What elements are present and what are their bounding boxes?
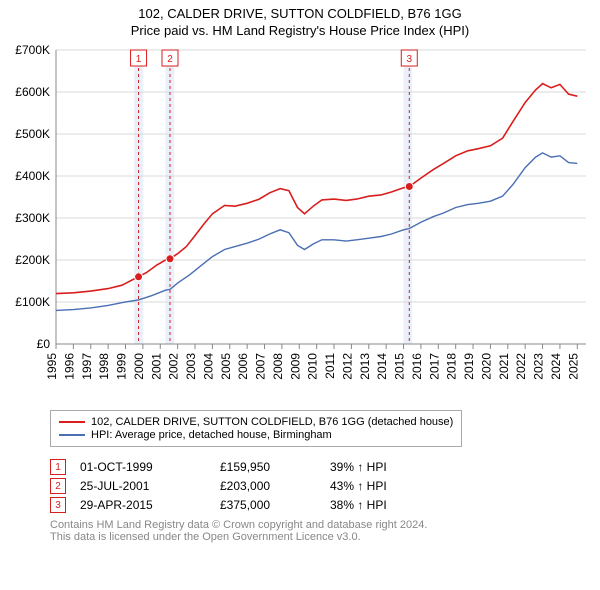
chart-container: 102, CALDER DRIVE, SUTTON COLDFIELD, B76… bbox=[0, 0, 600, 551]
legend: 102, CALDER DRIVE, SUTTON COLDFIELD, B76… bbox=[50, 410, 462, 447]
svg-text:2014: 2014 bbox=[375, 353, 389, 380]
svg-text:£500K: £500K bbox=[15, 127, 50, 141]
svg-text:£200K: £200K bbox=[15, 253, 50, 267]
svg-text:£0: £0 bbox=[37, 337, 51, 351]
title-subtitle: Price paid vs. HM Land Registry's House … bbox=[10, 23, 590, 38]
svg-text:2021: 2021 bbox=[497, 353, 511, 380]
event-price: £159,950 bbox=[220, 460, 330, 474]
svg-text:£400K: £400K bbox=[15, 169, 50, 183]
svg-text:2019: 2019 bbox=[462, 353, 476, 380]
legend-item: HPI: Average price, detached house, Birm… bbox=[59, 429, 453, 441]
svg-text:2020: 2020 bbox=[479, 353, 493, 380]
event-date: 01-OCT-1999 bbox=[80, 460, 220, 474]
svg-text:£700K: £700K bbox=[15, 44, 50, 57]
svg-text:2007: 2007 bbox=[254, 353, 268, 380]
svg-text:2008: 2008 bbox=[271, 353, 285, 380]
event-marker: 2 bbox=[50, 478, 66, 494]
svg-text:1: 1 bbox=[136, 54, 142, 65]
svg-text:2025: 2025 bbox=[566, 353, 580, 380]
event-delta: 39% ↑ HPI bbox=[330, 460, 440, 474]
svg-text:1996: 1996 bbox=[62, 353, 76, 380]
event-date: 29-APR-2015 bbox=[80, 498, 220, 512]
svg-text:2005: 2005 bbox=[219, 353, 233, 380]
svg-text:2017: 2017 bbox=[427, 353, 441, 380]
svg-text:2018: 2018 bbox=[445, 353, 459, 380]
svg-text:2023: 2023 bbox=[532, 353, 546, 380]
svg-text:1999: 1999 bbox=[115, 353, 129, 380]
svg-text:2022: 2022 bbox=[514, 353, 528, 380]
title-block: 102, CALDER DRIVE, SUTTON COLDFIELD, B76… bbox=[10, 6, 590, 38]
event-price: £375,000 bbox=[220, 498, 330, 512]
svg-text:2000: 2000 bbox=[132, 353, 146, 380]
event-delta: 43% ↑ HPI bbox=[330, 479, 440, 493]
svg-text:£100K: £100K bbox=[15, 295, 50, 309]
svg-text:2010: 2010 bbox=[306, 353, 320, 380]
legend-label: 102, CALDER DRIVE, SUTTON COLDFIELD, B76… bbox=[91, 416, 453, 428]
svg-text:1998: 1998 bbox=[97, 353, 111, 380]
event-row: 3 29-APR-2015£375,00038% ↑ HPI bbox=[50, 497, 590, 513]
legend-item: 102, CALDER DRIVE, SUTTON COLDFIELD, B76… bbox=[59, 416, 453, 428]
svg-text:1995: 1995 bbox=[45, 353, 59, 380]
svg-text:£600K: £600K bbox=[15, 85, 50, 99]
title-address: 102, CALDER DRIVE, SUTTON COLDFIELD, B76… bbox=[10, 6, 590, 21]
svg-text:3: 3 bbox=[406, 54, 412, 65]
chart: £0 £100K £200K £300K £400K £500K £600K £700K 1 2 3… bbox=[10, 44, 590, 404]
svg-text:2006: 2006 bbox=[236, 353, 250, 380]
chart-svg: £0 £100K £200K £300K £400K £500K £600K £700K 1 2 3… bbox=[10, 44, 590, 404]
svg-text:2: 2 bbox=[167, 54, 173, 65]
svg-text:2015: 2015 bbox=[393, 353, 407, 380]
event-row: 2 25-JUL-2001£203,00043% ↑ HPI bbox=[50, 478, 590, 494]
event-marker: 3 bbox=[50, 497, 66, 513]
event-price: £203,000 bbox=[220, 479, 330, 493]
svg-text:2003: 2003 bbox=[184, 353, 198, 380]
event-delta: 38% ↑ HPI bbox=[330, 498, 440, 512]
svg-text:2011: 2011 bbox=[323, 353, 337, 379]
event-row: 1 01-OCT-1999£159,95039% ↑ HPI bbox=[50, 459, 590, 475]
svg-text:1997: 1997 bbox=[80, 353, 94, 380]
svg-text:2002: 2002 bbox=[167, 353, 181, 380]
svg-text:2009: 2009 bbox=[288, 353, 302, 380]
svg-text:2001: 2001 bbox=[149, 353, 163, 380]
attribution-line1: Contains HM Land Registry data © Crown c… bbox=[50, 519, 590, 531]
attribution-line2: This data is licensed under the Open Gov… bbox=[50, 531, 590, 543]
svg-text:2012: 2012 bbox=[340, 353, 354, 380]
event-date: 25-JUL-2001 bbox=[80, 479, 220, 493]
legend-swatch bbox=[59, 421, 85, 423]
events-table: 1 01-OCT-1999£159,95039% ↑ HPI 2 25-JUL-200… bbox=[50, 459, 590, 513]
svg-text:2013: 2013 bbox=[358, 353, 372, 380]
attribution: Contains HM Land Registry data © Crown c… bbox=[50, 519, 590, 543]
svg-text:2024: 2024 bbox=[549, 353, 563, 380]
svg-text:2016: 2016 bbox=[410, 353, 424, 380]
event-marker: 1 bbox=[50, 459, 66, 475]
legend-label: HPI: Average price, detached house, Birm… bbox=[91, 429, 332, 441]
svg-text:2004: 2004 bbox=[201, 353, 215, 380]
svg-text:£300K: £300K bbox=[15, 211, 50, 225]
legend-swatch bbox=[59, 434, 85, 436]
